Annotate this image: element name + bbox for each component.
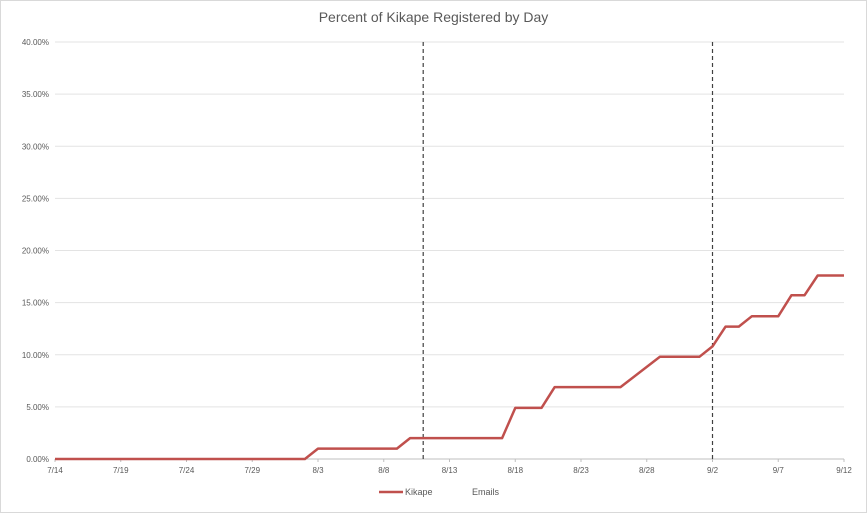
x-tick-label: 8/18 [507,466,523,475]
x-tick-label: 8/3 [312,466,324,475]
x-tick-label: 8/13 [442,466,458,475]
x-tick-label: 7/29 [244,466,260,475]
y-tick-label: 25.00% [22,194,49,203]
legend-label-emails: Emails [472,487,500,497]
x-tick-label: 8/28 [639,466,655,475]
x-tick-label: 9/7 [773,466,785,475]
legend-label-kikape: Kikape [405,487,433,497]
y-tick-label: 10.00% [22,351,49,360]
x-tick-label: 7/19 [113,466,129,475]
x-tick-label: 8/8 [378,466,390,475]
x-tick-label: 7/14 [47,466,63,475]
y-tick-label: 30.00% [22,142,49,151]
series-line-kikape [55,274,844,461]
chart-title: Percent of Kikape Registered by Day [318,9,549,25]
y-tick-label: 40.00% [22,38,49,47]
x-tick-label: 8/23 [573,466,589,475]
x-tick-label: 7/24 [179,466,195,475]
y-tick-label: 5.00% [26,403,49,412]
y-tick-label: 35.00% [22,90,49,99]
y-tick-label: 0.00% [26,455,49,464]
y-tick-label: 20.00% [22,247,49,256]
x-tick-label: 9/12 [836,466,852,475]
x-tick-label: 9/2 [707,466,719,475]
y-tick-label: 15.00% [22,299,49,308]
